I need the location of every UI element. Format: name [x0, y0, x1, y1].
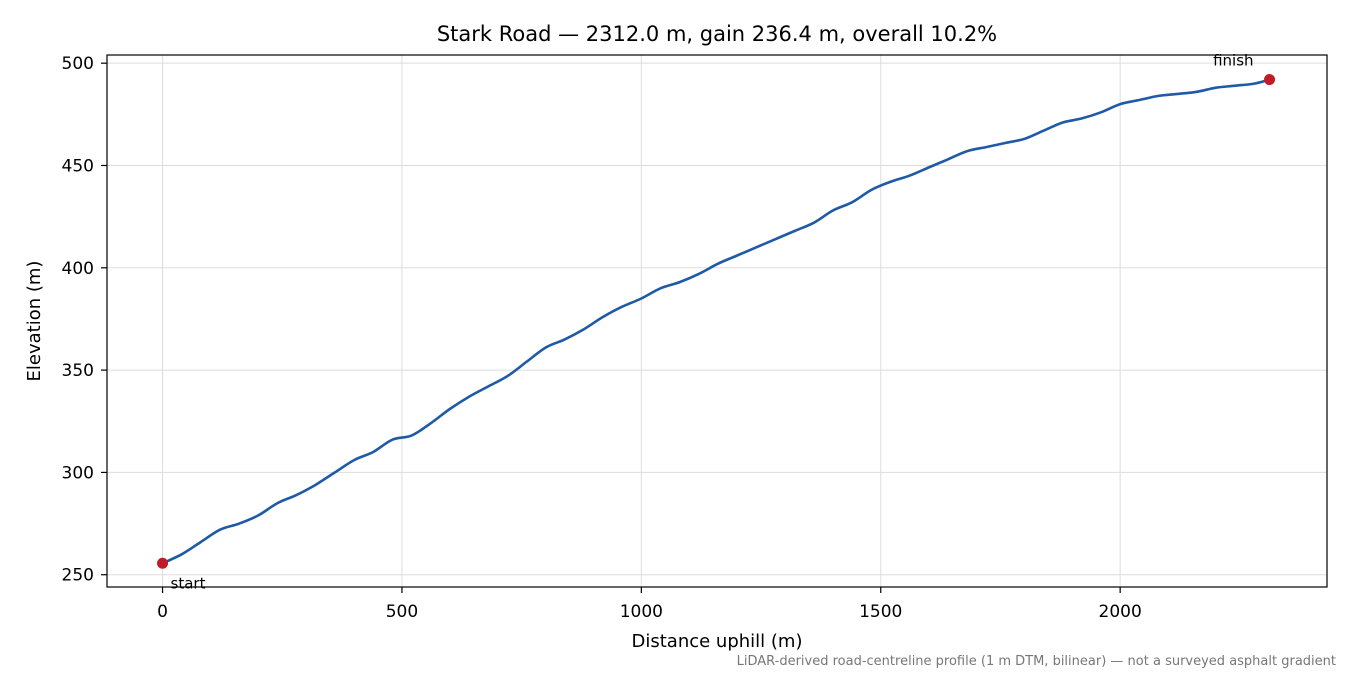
- x-tick-label: 1500: [859, 602, 902, 622]
- x-tick-label: 2000: [1099, 602, 1142, 622]
- y-axis-title: Elevation (m): [24, 261, 45, 382]
- start-marker: [157, 557, 169, 569]
- grid-lines: [107, 55, 1327, 587]
- y-tick-label: 300: [62, 463, 94, 483]
- y-tick-label: 250: [62, 566, 94, 586]
- start-label: start: [171, 574, 206, 592]
- x-tick-label: 0: [157, 602, 168, 622]
- chart-title: Stark Road — 2312.0 m, gain 236.4 m, ove…: [437, 22, 997, 46]
- finish-marker: [1264, 74, 1276, 86]
- plot-area-frame: [106, 54, 1328, 588]
- x-axis-title: Distance uphill (m): [632, 631, 803, 652]
- y-tick-label: 500: [62, 54, 94, 74]
- y-tick-label: 350: [62, 361, 94, 381]
- footnote: LiDAR-derived road-centreline profile (1…: [737, 654, 1336, 669]
- finish-label: finish: [1213, 52, 1253, 70]
- x-tick-label: 1000: [620, 602, 663, 622]
- x-tick-label: 500: [386, 602, 418, 622]
- endpoint-markers: start finish: [157, 52, 1276, 592]
- y-tick-label: 450: [62, 156, 94, 176]
- y-tick-label: 400: [62, 259, 94, 279]
- axis-ticks: 0 500 1000 1500 2000 250 300 350 400 450 500: [62, 54, 1142, 622]
- elevation-series-line: [161, 78, 1270, 565]
